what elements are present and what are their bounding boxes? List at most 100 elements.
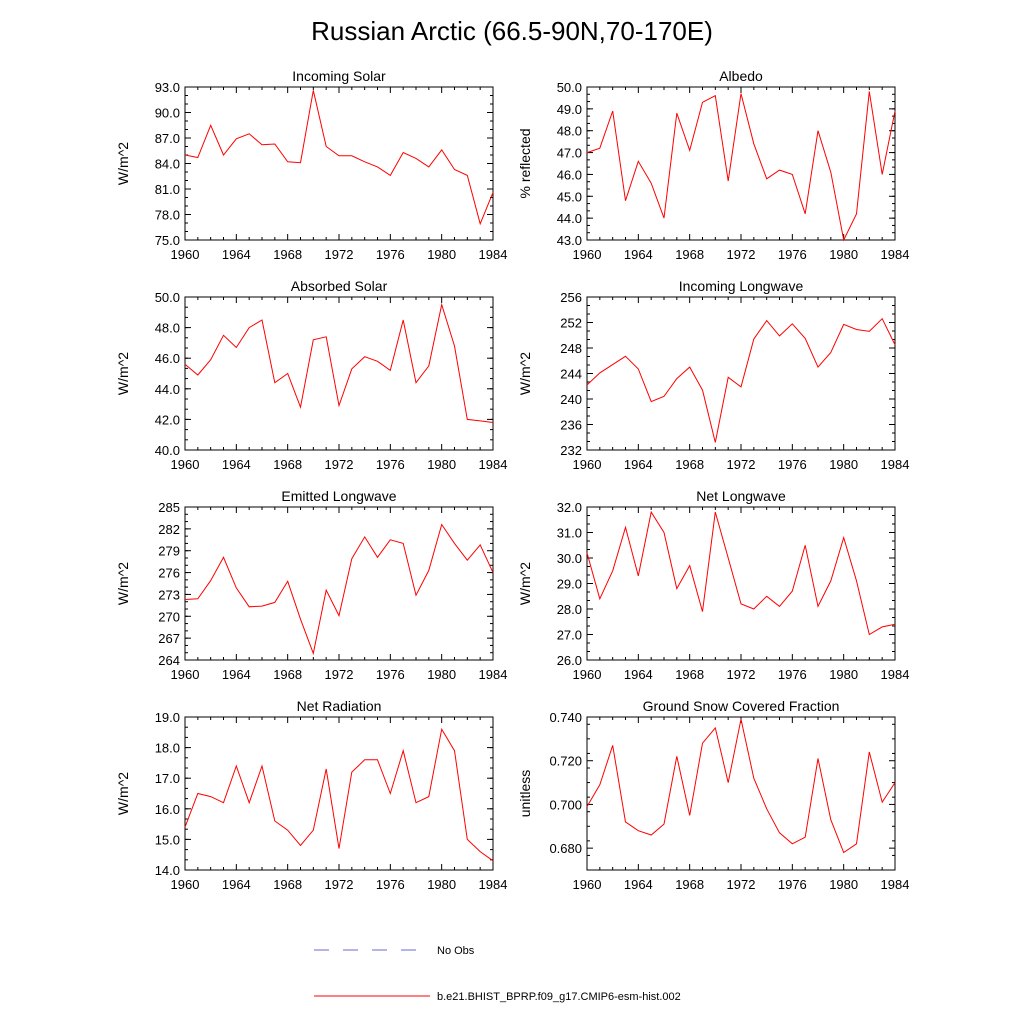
x-tick-label: 1964 bbox=[624, 247, 653, 262]
y-tick-label: 44.0 bbox=[557, 211, 582, 226]
y-tick-label: 18.0 bbox=[155, 741, 180, 756]
x-tick-label: 1964 bbox=[222, 667, 251, 682]
panel-title: Net Longwave bbox=[696, 488, 786, 504]
y-tick-label: 0.720 bbox=[549, 754, 582, 769]
y-axis-label: W/m^2 bbox=[517, 352, 533, 395]
y-tick-label: 29.0 bbox=[557, 577, 582, 592]
y-tick-label: 282 bbox=[158, 522, 180, 537]
y-tick-label: 84.0 bbox=[155, 157, 180, 172]
x-tick-label: 1968 bbox=[675, 877, 704, 892]
figure-title: Russian Arctic (66.5-90N,70-170E) bbox=[311, 16, 713, 46]
x-tick-label: 1964 bbox=[624, 877, 653, 892]
panel-title: Incoming Solar bbox=[292, 68, 386, 84]
panel-net-longwave: Net Longwave W/m^2 1960 1964 1968 1972 1976 198… bbox=[517, 488, 909, 682]
y-tick-label: 19.0 bbox=[155, 710, 180, 725]
x-tick-label: 1976 bbox=[376, 247, 405, 262]
series-line bbox=[586, 719, 896, 854]
y-tick-label: 248 bbox=[560, 341, 582, 356]
x-tick-label: 1980 bbox=[829, 877, 858, 892]
x-tick-label: 1984 bbox=[881, 247, 910, 262]
x-tick-label: 1984 bbox=[881, 457, 910, 472]
x-tick-label: 1980 bbox=[427, 877, 456, 892]
x-tick-label: 1980 bbox=[427, 457, 456, 472]
x-tick-label: 1984 bbox=[881, 667, 910, 682]
series-line bbox=[586, 317, 896, 443]
y-tick-label: 50.0 bbox=[155, 290, 180, 305]
panel-title: Ground Snow Covered Fraction bbox=[643, 698, 840, 714]
panel-title: Emitted Longwave bbox=[281, 488, 396, 504]
y-tick-label: 17.0 bbox=[155, 771, 180, 786]
panel-absorbed-solar: Absorbed Solar W/m^2 1960 1964 1968 1972 1976 1… bbox=[115, 278, 507, 472]
y-axis-label: W/m^2 bbox=[115, 142, 131, 185]
x-tick-label: 1976 bbox=[376, 457, 405, 472]
y-tick-label: 50.0 bbox=[557, 80, 582, 95]
y-tick-label: 26.0 bbox=[557, 653, 582, 668]
x-tick-label: 1960 bbox=[573, 247, 602, 262]
x-tick-label: 1960 bbox=[171, 877, 200, 892]
y-tick-label: 46.0 bbox=[155, 351, 180, 366]
y-tick-label: 285 bbox=[158, 500, 180, 515]
series-line bbox=[184, 727, 494, 862]
y-tick-label: 273 bbox=[158, 587, 180, 602]
x-tick-label: 1964 bbox=[222, 247, 251, 262]
y-tick-label: 40.0 bbox=[155, 443, 180, 458]
x-tick-label: 1980 bbox=[829, 457, 858, 472]
x-tick-label: 1968 bbox=[273, 247, 302, 262]
y-axis-label: W/m^2 bbox=[115, 352, 131, 395]
plot-frame bbox=[184, 86, 494, 241]
y-axis-label: W/m^2 bbox=[517, 562, 533, 605]
legend-label-model: b.e21.BHIST_BPRP.f09_g17.CMIP6-esm-hist.… bbox=[437, 991, 681, 1003]
x-tick-label: 1964 bbox=[624, 457, 653, 472]
series-line bbox=[586, 91, 896, 242]
y-tick-label: 279 bbox=[158, 544, 180, 559]
y-tick-label: 270 bbox=[158, 609, 180, 624]
y-tick-label: 0.700 bbox=[549, 797, 582, 812]
x-tick-label: 1972 bbox=[325, 667, 354, 682]
x-tick-label: 1964 bbox=[624, 667, 653, 682]
x-tick-label: 1968 bbox=[273, 877, 302, 892]
x-tick-label: 1976 bbox=[778, 457, 807, 472]
x-tick-label: 1972 bbox=[727, 667, 756, 682]
x-tick-label: 1984 bbox=[479, 667, 508, 682]
x-tick-label: 1960 bbox=[171, 457, 200, 472]
x-tick-label: 1972 bbox=[727, 877, 756, 892]
series-line bbox=[184, 90, 494, 226]
y-tick-label: 78.0 bbox=[155, 208, 180, 223]
x-tick-label: 1960 bbox=[171, 247, 200, 262]
x-tick-label: 1968 bbox=[675, 457, 704, 472]
plot-frame bbox=[586, 86, 896, 241]
y-tick-label: 256 bbox=[560, 290, 582, 305]
y-tick-label: 236 bbox=[560, 418, 582, 433]
x-tick-label: 1964 bbox=[222, 877, 251, 892]
y-tick-label: 42.0 bbox=[155, 412, 180, 427]
y-axis-label: % reflected bbox=[517, 128, 533, 198]
x-tick-label: 1976 bbox=[778, 877, 807, 892]
x-tick-label: 1980 bbox=[427, 247, 456, 262]
y-tick-label: 240 bbox=[560, 392, 582, 407]
x-tick-label: 1980 bbox=[829, 247, 858, 262]
x-tick-label: 1968 bbox=[675, 667, 704, 682]
x-tick-label: 1960 bbox=[573, 457, 602, 472]
panel-emitted-longwave: Emitted Longwave W/m^2 1960 1964 1968 1972 197… bbox=[115, 488, 507, 682]
series-line bbox=[184, 302, 494, 423]
x-tick-label: 1984 bbox=[881, 877, 910, 892]
panel-title: Incoming Longwave bbox=[679, 278, 804, 294]
y-tick-label: 48.0 bbox=[155, 321, 180, 336]
x-tick-label: 1972 bbox=[325, 457, 354, 472]
x-tick-label: 1984 bbox=[479, 877, 508, 892]
y-tick-label: 93.0 bbox=[155, 80, 180, 95]
plot-frame bbox=[586, 506, 896, 661]
y-tick-label: 90.0 bbox=[155, 106, 180, 121]
plot-frame bbox=[586, 296, 896, 451]
y-tick-label: 46.0 bbox=[557, 167, 582, 182]
x-tick-label: 1964 bbox=[222, 457, 251, 472]
y-tick-label: 44.0 bbox=[155, 382, 180, 397]
y-tick-label: 43.0 bbox=[557, 233, 582, 248]
x-tick-label: 1968 bbox=[273, 457, 302, 472]
panels-group: Incoming Solar W/m^2 1960 1964 1968 1972 1976 1… bbox=[115, 68, 909, 892]
panel-incoming-longwave: Incoming Longwave W/m^2 1960 1964 1968 1972 19… bbox=[517, 278, 909, 472]
y-tick-label: 264 bbox=[158, 653, 180, 668]
y-tick-label: 16.0 bbox=[155, 802, 180, 817]
y-tick-label: 48.0 bbox=[557, 124, 582, 139]
y-tick-label: 30.0 bbox=[557, 551, 582, 566]
